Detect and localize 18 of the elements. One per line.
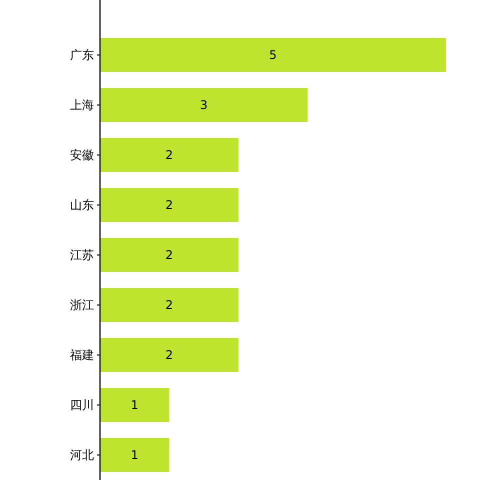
data-label: 2 (165, 198, 174, 212)
y-tick-label: 江苏 (70, 248, 94, 262)
y-tick-label: 河北 (70, 448, 94, 462)
data-label: 2 (165, 298, 174, 312)
y-tick-label: 四川 (70, 398, 94, 412)
data-label: 5 (269, 48, 277, 62)
data-label: 3 (200, 98, 208, 112)
y-tick-label: 上海 (70, 98, 94, 112)
y-tick-label: 福建 (70, 348, 94, 362)
data-label: 2 (165, 148, 174, 162)
data-label: 1 (130, 398, 138, 412)
y-tick-label: 山东 (70, 198, 94, 212)
data-label: 2 (165, 248, 174, 262)
data-label: 2 (165, 348, 174, 362)
data-label: 1 (130, 448, 138, 462)
y-tick-label: 浙江 (70, 298, 94, 312)
y-tick-label: 广东 (70, 48, 94, 62)
y-tick-label: 安徽 (70, 148, 94, 162)
